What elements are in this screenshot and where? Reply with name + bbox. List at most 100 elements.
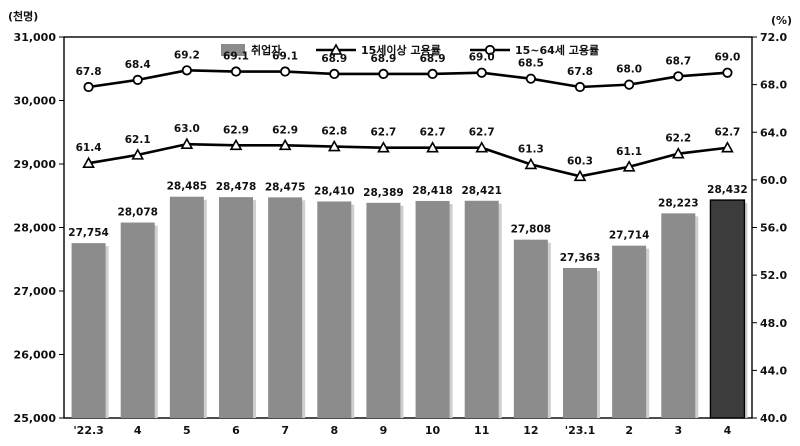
- employment-rate-15-64-marker: [181, 65, 192, 76]
- employment-rate-15plus-label: 63.0: [174, 123, 200, 135]
- employment-rate-15-64-marker: [722, 67, 733, 78]
- employment-rate-15plus-marker: [180, 137, 194, 149]
- employment-rate-15plus-marker: [229, 138, 243, 151]
- legend-bar-swatch: [221, 44, 245, 56]
- legend: 취업자 15세이상 고용률 15~64세 고용률: [221, 43, 599, 57]
- employed-bar: [464, 200, 499, 418]
- employment-rate-15-64-label: 68.9: [370, 53, 396, 65]
- category-label: 4: [134, 424, 142, 437]
- employed-bar-label: 27,754: [68, 227, 109, 239]
- category-label: '22.3: [73, 424, 104, 437]
- employed-bar-label: 28,478: [216, 181, 257, 193]
- employment-rate-15-64-marker: [329, 68, 340, 80]
- employment-rate-15-64-marker: [624, 79, 635, 90]
- employment-rate-15plus-label: 62.7: [469, 127, 495, 139]
- legend-15plus-label: 15세이상 고용률: [361, 43, 441, 57]
- category-label: 7: [281, 424, 289, 437]
- right-axis-tick-label: 72.0: [760, 31, 787, 44]
- category-label: 5: [183, 424, 191, 437]
- category-label: 12: [523, 424, 538, 437]
- legend-bar-label: 취업자: [251, 43, 282, 57]
- right-axis-tick-label: 60.0: [760, 174, 787, 187]
- employed-bar-label: 28,485: [167, 181, 208, 193]
- category-label: 9: [380, 424, 388, 437]
- employment-rate-15-64-marker: [427, 68, 438, 80]
- employment-rate-15-64-marker: [83, 81, 94, 93]
- employment-rate-15plus-label: 60.3: [567, 155, 593, 167]
- employed-bar: [71, 243, 106, 418]
- employment-rate-15plus-marker: [622, 160, 636, 172]
- employment-rate-15plus-marker: [671, 147, 685, 159]
- employment-rate-15plus-marker: [377, 141, 390, 153]
- category-label: 10: [425, 424, 441, 437]
- plot-area: 25,000 26,000 27,000 28,000 29,000 30,000 31,0…: [14, 31, 788, 437]
- employment-rate-15plus-label: 62.8: [321, 126, 347, 138]
- employment-rate-15-64-marker: [230, 66, 242, 77]
- employed-bar-label: 27,363: [560, 252, 601, 264]
- left-axis-tick-label: 29,000: [14, 158, 57, 171]
- employed-bar: [415, 200, 450, 418]
- employed-bar-label: 28,389: [363, 187, 404, 199]
- employment-rate-15-64-label: 68.9: [420, 53, 446, 65]
- employed-bar-label: 28,421: [461, 185, 502, 197]
- right-axis-tick-label: 52.0: [760, 269, 787, 282]
- employment-rate-15plus-marker: [524, 157, 538, 170]
- employed-bar-label: 28,078: [117, 207, 158, 219]
- category-label: 2: [625, 424, 633, 437]
- employment-rate-15plus-marker: [131, 148, 145, 160]
- employment-rate-15-64-marker: [476, 67, 487, 78]
- category-label: 11: [474, 424, 489, 437]
- employment-rate-15-64-marker: [673, 71, 684, 82]
- employment-rate-15plus-marker: [426, 141, 439, 153]
- right-axis-unit: (%): [771, 14, 792, 27]
- employed-bar-label: 28,418: [412, 185, 453, 197]
- category-label: 6: [232, 424, 240, 437]
- legend-15-64-label: 15~64세 고용률: [515, 43, 599, 57]
- employment-rate-15plus-label: 61.4: [76, 142, 102, 154]
- employment-rate-15plus-marker: [573, 169, 587, 182]
- employment-rate-15-64-label: 68.7: [665, 55, 691, 67]
- right-axis-tick-label: 64.0: [760, 126, 787, 139]
- employment-rate-15plus-label: 62.2: [665, 133, 691, 145]
- employment-rate-15plus-label: 61.1: [616, 146, 642, 158]
- employment-rate-15plus-marker: [475, 141, 489, 153]
- employment-rate-15plus-marker: [82, 156, 95, 169]
- employment-rate-15-64-marker: [378, 68, 389, 80]
- employment-rate-15-64-label: 69.0: [469, 52, 495, 64]
- employment-rate-15-64-marker: [280, 66, 291, 77]
- employment-rate-15plus-label: 62.9: [272, 124, 298, 136]
- left-axis-unit: (천명): [8, 9, 38, 23]
- employment-rate-15plus-marker: [327, 139, 341, 152]
- employment-rate-15plus-label: 61.3: [518, 143, 544, 155]
- employed-bar-label: 28,475: [265, 181, 306, 193]
- employment-rate-15plus-label: 62.1: [125, 134, 151, 146]
- left-axis-tick-label: 26,000: [14, 349, 57, 362]
- left-axis-tick-label: 27,000: [14, 285, 57, 298]
- employed-bar: [563, 267, 597, 418]
- employed-bar: [661, 213, 696, 418]
- employment-rate-15plus-label: 62.7: [420, 127, 446, 139]
- employed-bar-label: 28,432: [707, 184, 748, 196]
- category-label: 4: [724, 424, 732, 437]
- employment-rate-15-64-label: 69.1: [223, 51, 249, 63]
- employment-rate-15-64-marker: [574, 81, 586, 93]
- left-axis-tick-label: 30,000: [14, 95, 57, 108]
- employed-bar-label: 28,410: [314, 185, 355, 197]
- employment-rate-15-64-label: 67.8: [567, 66, 593, 78]
- employed-bar: [169, 196, 204, 418]
- employment-rate-15plus-marker: [721, 141, 734, 153]
- category-label: '23.1: [565, 424, 596, 437]
- employed-bar-label: 27,808: [511, 224, 552, 236]
- employment-rate-15plus-marker: [278, 138, 292, 151]
- employment-rate-15-64-marker: [132, 74, 143, 85]
- category-label: 3: [674, 424, 682, 437]
- employed-bar: [612, 245, 647, 418]
- employment-rate-15plus-label: 62.9: [223, 124, 249, 136]
- employment-rate-15-64-label: 67.8: [76, 66, 102, 78]
- employment-rate-15-64-marker: [525, 73, 536, 84]
- right-axis-tick-label: 40.0: [760, 412, 787, 425]
- employment-rate-15-64-label: 69.2: [174, 49, 200, 61]
- employed-bar: [120, 222, 155, 418]
- right-axis-tick-label: 68.0: [760, 79, 787, 92]
